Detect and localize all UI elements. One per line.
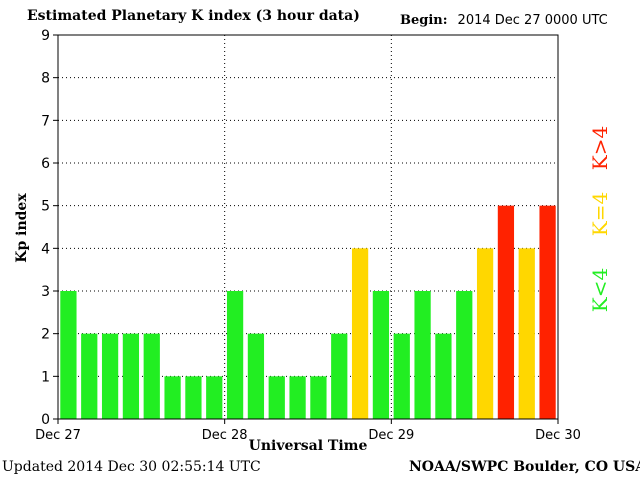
kp-bar xyxy=(164,376,181,419)
legend-k-above-4: K>4 xyxy=(588,125,612,171)
y-tick-label: 4 xyxy=(41,241,50,257)
axis-ticks: 0 1 2 3 4 5 6 7 8 9 Dec 27 Dec 28 Dec 29 Dec 30 xyxy=(35,28,581,443)
kp-bar xyxy=(476,248,494,419)
y-tick-label: 5 xyxy=(41,199,50,215)
kp-bar xyxy=(247,333,265,419)
x-tick-label: Dec 29 xyxy=(368,428,414,443)
begin-time: Begin: 2014 Dec 27 0000 UTC xyxy=(400,13,608,28)
kp-bar xyxy=(539,205,556,419)
kp-bars xyxy=(60,205,556,419)
y-tick-label: 3 xyxy=(41,284,50,300)
y-tick-label: 1 xyxy=(41,369,50,385)
kp-bar xyxy=(435,333,452,419)
kp-bar xyxy=(456,291,473,419)
kp-bar xyxy=(289,376,306,419)
kp-bar xyxy=(372,291,390,419)
kp-bar xyxy=(518,248,535,419)
kp-bar xyxy=(268,376,285,419)
legend-k-below-4: K<4 xyxy=(588,267,612,313)
chart-title: Estimated Planetary K index (3 hour data… xyxy=(27,8,360,24)
y-axis-label: Kp index xyxy=(14,193,30,263)
kp-bar xyxy=(81,333,98,419)
x-tick-label: Dec 30 xyxy=(535,428,581,443)
begin-value: 2014 Dec 27 0000 UTC xyxy=(457,13,608,28)
kp-bar xyxy=(60,291,77,419)
kp-bar xyxy=(206,376,223,419)
kp-bar xyxy=(185,376,202,419)
y-tick-label: 2 xyxy=(41,327,50,343)
begin-label: Begin: xyxy=(400,13,448,28)
updated-timestamp: Updated 2014 Dec 30 02:55:14 UTC xyxy=(2,459,261,475)
kp-bar xyxy=(393,333,410,419)
kp-bar xyxy=(331,333,348,419)
plot-frame xyxy=(57,34,559,420)
x-tick-label: Dec 27 xyxy=(35,428,81,443)
kp-bar xyxy=(351,248,369,419)
y-tick-label: 8 xyxy=(41,71,50,87)
kp-bar xyxy=(143,333,160,419)
source-credit: NOAA/SWPC Boulder, CO USA xyxy=(409,459,640,475)
kp-bar xyxy=(414,291,431,419)
kp-bar xyxy=(101,333,119,419)
y-tick-label: 6 xyxy=(41,156,50,172)
grid-lines xyxy=(58,35,558,419)
y-tick-label: 9 xyxy=(41,28,50,44)
legend-k-equals-4: K=4 xyxy=(588,191,612,237)
x-tick-label: Dec 28 xyxy=(202,428,248,443)
kp-bar xyxy=(226,291,244,419)
x-axis-label: Universal Time xyxy=(248,438,368,454)
y-tick-label: 7 xyxy=(41,113,50,129)
kp-bar xyxy=(310,376,327,419)
kp-bar xyxy=(497,205,515,419)
y-tick-label: 0 xyxy=(41,412,50,428)
kp-bar xyxy=(122,333,140,419)
